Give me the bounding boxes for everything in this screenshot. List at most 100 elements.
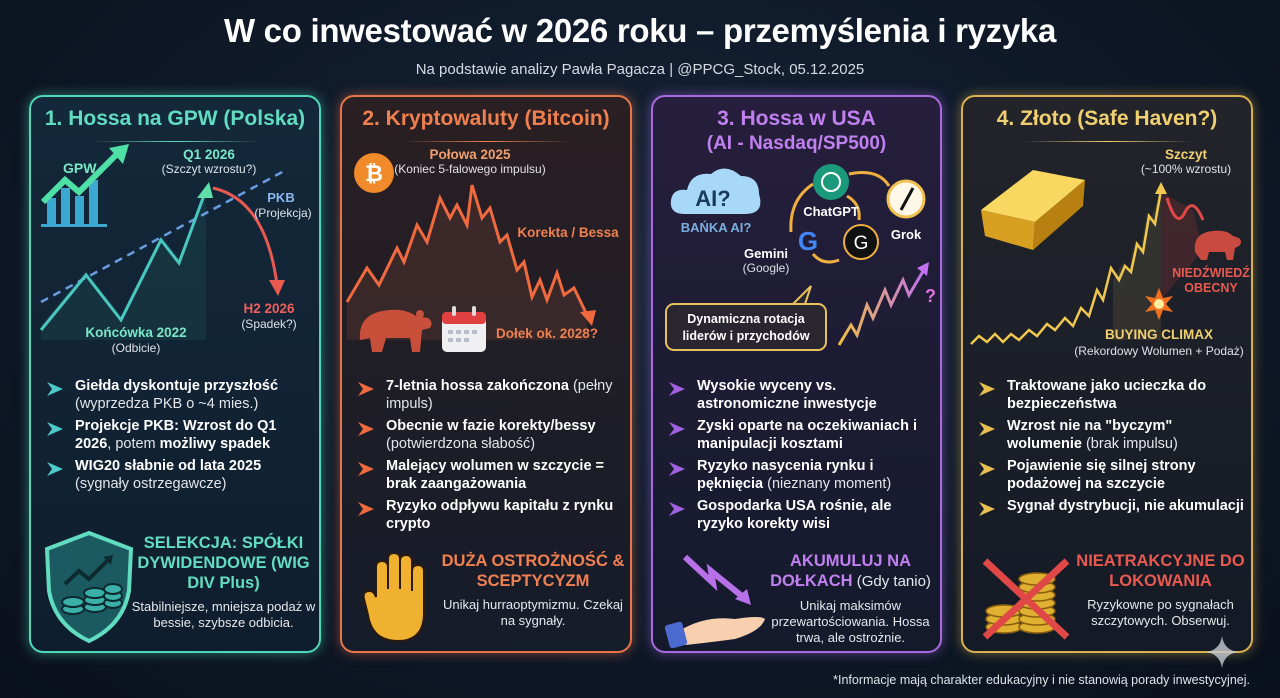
- bullet-arrow-icon: [358, 422, 374, 436]
- ai-bubble-label: BAŃKA AI?: [681, 220, 752, 235]
- bullet-text: Wzrost nie na "byczym" wolumenie: [1007, 418, 1173, 452]
- peak-note: (Koniec 5-falowego impulsu): [394, 162, 545, 176]
- crossed-coins-icon: [982, 558, 1070, 640]
- rotation-arrows: [789, 171, 891, 264]
- recommendation-text: Ryzykowne po sygnałach szczytowych. Obse…: [1087, 597, 1234, 628]
- bullet-arrow-icon: [979, 422, 995, 436]
- bullet-arrow-icon: [358, 462, 374, 476]
- recommendation-note: (Gdy tanio): [852, 573, 931, 590]
- phase-label: Korekta / Bessa: [517, 225, 619, 240]
- reversal-arrow: [1165, 197, 1205, 221]
- recommendation-heading: SELEKCJA: SPÓŁKI DYWIDENDOWE (WIG DIV Pl…: [137, 534, 310, 592]
- ai-cloud-icon: AI?: [670, 168, 761, 214]
- bear-label: NIEDŹWIEDŹ: [1172, 265, 1250, 280]
- bullet-note: (potwierdzona słabość): [386, 436, 536, 452]
- bullet-arrow-icon: [979, 382, 995, 396]
- low-note: (Odbicie): [112, 341, 161, 355]
- bullet-text: Gospodarka USA rośnie, ale ryzyko korekt…: [697, 498, 892, 532]
- bullet-note: (nieznany moment): [763, 476, 892, 492]
- bottom-label: Dołek ok. 2028?: [496, 326, 598, 341]
- disclaimer: *Informacje mają charakter edukacyjny i …: [833, 673, 1250, 687]
- panel-crypto: 2. Kryptowaluty (Bitcoin) ₿ Połowa 2025 …: [340, 95, 632, 653]
- bullet-note: , potem: [107, 436, 160, 452]
- bullet-text: Sygnał dystrybucji, nie akumulacji: [1007, 498, 1244, 514]
- stop-hand-icon: [362, 553, 425, 643]
- bullet-item: Projekcje PKB: Wzrost do Q1 2026, potem …: [45, 417, 315, 453]
- peak-note: (Szczyt wzrostu?): [162, 162, 257, 176]
- bullet-arrow-icon: [47, 422, 63, 436]
- decline-arrow: [212, 186, 279, 286]
- svg-text:G: G: [854, 233, 869, 254]
- gold-bar-icon: [981, 170, 1085, 250]
- bitcoin-price-line: [345, 184, 589, 316]
- drop-label: H2 2026: [243, 301, 295, 316]
- bullet-arrow-icon: [47, 382, 63, 396]
- page-subtitle: Na podstawie analizy Pawła Pagacza | @PP…: [415, 61, 865, 78]
- bullet-item: Sygnał dystrybucji, nie akumulacji: [977, 497, 1247, 516]
- bullet-arrow-icon: [669, 422, 685, 436]
- bullet-item: Wzrost nie na "byczym" wolumenie (brak i…: [977, 417, 1247, 453]
- bear-icon: [359, 309, 432, 352]
- panel-title: 3. Hossa w USA (AI - Nasdaq/SP500): [653, 107, 940, 156]
- recommendation-heading: DUŻA OSTROŻNOŚĆ & SCEPTYCYZM: [441, 552, 625, 590]
- bullet-text: Pojawienie się silnej strony podażowej n…: [1007, 458, 1196, 492]
- recommendation-text: Stabilniejsze, mniejsza podaż w bessie, …: [131, 599, 316, 630]
- panel-usa: 3. Hossa w USA (AI - Nasdaq/SP500) AI? BA…: [651, 95, 942, 653]
- panel-title-line2: (AI - Nasdaq/SP500): [706, 133, 887, 154]
- svg-text:G: G: [798, 226, 818, 256]
- ai-rotation-illustration: AI? BAŃKA AI? ChatGPT Grok G G Gemini (G…: [665, 164, 936, 351]
- svg-text:AI?: AI?: [695, 186, 730, 211]
- chatgpt-icon: [813, 164, 849, 200]
- recommendation-heading: NIEATRAKCYJNE DO LOKOWANIA: [1076, 552, 1245, 590]
- bullet-item: Wysokie wyceny vs. astronomiczne inwesty…: [667, 377, 937, 413]
- bullet-text: 7-letnia hossa zakończona: [386, 378, 569, 394]
- drop-note: (Spadek?): [241, 317, 296, 331]
- question-mark: ?: [925, 286, 936, 306]
- bullet-item: Gospodarka USA rośnie, ale ryzyko korekt…: [667, 497, 937, 533]
- gemini-note: (Google): [743, 261, 790, 275]
- bullet-text: WIG20 słabnie od lata 2025: [75, 458, 262, 474]
- bullet-arrow-icon: [979, 502, 995, 516]
- recommendation-text: Unikaj hurraoptymizmu. Czekaj na sygnały…: [443, 597, 623, 628]
- bullet-arrow-icon: [358, 502, 374, 516]
- bullet-item: 7-letnia hossa zakończona (pełny impuls): [356, 377, 626, 413]
- google-icon: G: [798, 226, 818, 256]
- bullet-arrow-icon: [358, 382, 374, 396]
- bullet-list: Giełda dyskontuje przyszłość (wyprzedza …: [45, 377, 315, 497]
- bitcoin-chart-illustration: ₿ Połowa 2025 (Koniec 5-falowego impulsu…: [345, 147, 619, 352]
- bullet-text: Obecnie w fazie korekty/bessy: [386, 418, 596, 434]
- bullet-item: Malejący wolumen w szczycie = brak zaang…: [356, 457, 626, 493]
- peak-label: Q1 2026: [183, 147, 235, 162]
- bitcoin-icon: ₿: [354, 153, 394, 193]
- bullet-list: 7-letnia hossa zakończona (pełny impuls)…: [356, 377, 626, 537]
- divider: [91, 141, 261, 142]
- gpw-line: [39, 189, 208, 331]
- chatgpt-label: ChatGPT: [803, 204, 859, 219]
- bullet-arrow-icon: [669, 462, 685, 476]
- bullet-item: Traktowane jako ucieczka do bezpieczeńst…: [977, 377, 1247, 413]
- bullet-item: Obecnie w fazie korekty/bessy (potwierdz…: [356, 417, 626, 453]
- peak-label: Szczyt: [1165, 147, 1208, 162]
- bullet-text: Traktowane jako ucieczka do bezpieczeńst…: [1007, 378, 1207, 412]
- bear-label-2: OBECNY: [1184, 281, 1238, 295]
- svg-text:₿: ₿: [365, 161, 383, 186]
- gdp-label: PKB: [267, 190, 294, 205]
- peak-label: Połowa 2025: [429, 147, 511, 162]
- bullet-note: (wyprzedza PKB o ~4 mies.): [75, 396, 259, 412]
- bar-chart-icon: [40, 144, 129, 227]
- bullet-arrow-icon: [669, 382, 685, 396]
- bullet-arrow-icon: [669, 502, 685, 516]
- panel-title-line1: 3. Hossa w USA: [717, 107, 876, 130]
- climax-label: BUYING CLIMAX: [1105, 327, 1213, 342]
- bullet-item: Ryzyko nasycenia rynku i pęknięcia (niez…: [667, 457, 937, 493]
- callout-bubble: Dynamiczna rotacja liderów i przychodów: [665, 285, 827, 351]
- bullet-item: Pojawienie się silnej strony podażowej n…: [977, 457, 1247, 493]
- bullet-text: Giełda dyskontuje przyszłość: [75, 378, 279, 394]
- bullet-arrow-icon: [979, 462, 995, 476]
- gpw-chart-illustration: GPW Q1 2026 (Szczyt wzrostu?) PKB (Proje…: [39, 144, 312, 355]
- bullet-arrow-icon: [47, 462, 63, 476]
- bullet-text: Ryzyko nasycenia rynku i pęknięcia: [697, 458, 874, 492]
- panel-title: 4. Złoto (Safe Haven?): [996, 107, 1218, 130]
- sparkle-logo-icon: [1206, 636, 1238, 668]
- bullet-text: Malejący wolumen w szczycie = brak zaang…: [386, 458, 605, 492]
